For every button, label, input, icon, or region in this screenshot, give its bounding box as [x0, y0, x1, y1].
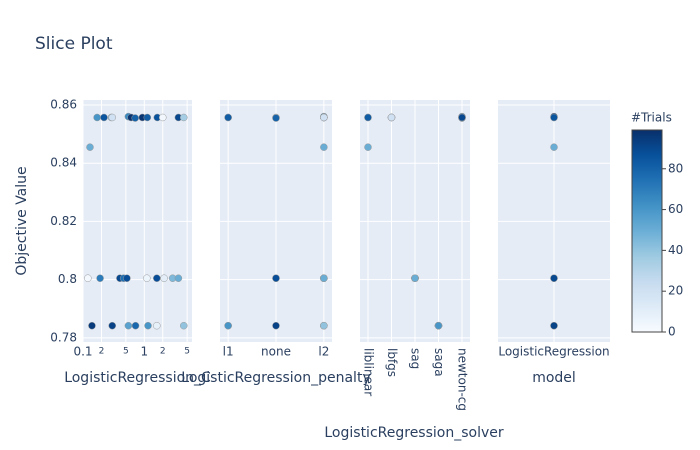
point — [272, 321, 280, 330]
point — [153, 274, 161, 282]
point — [96, 274, 104, 282]
x-tick-label: liblinear — [361, 348, 375, 396]
x-axis-title: LogisticRegression_solver — [324, 425, 503, 441]
colorbar-title: #Trials — [631, 111, 672, 125]
point — [124, 321, 133, 330]
point — [434, 321, 443, 330]
point — [320, 274, 328, 282]
point — [179, 321, 188, 330]
x-tick-label: 2 — [99, 347, 105, 357]
point — [550, 113, 558, 122]
point — [174, 274, 183, 282]
y-tick-label: 0.82 — [50, 214, 77, 228]
x-tick-label: LogisticRegression — [498, 345, 609, 359]
point — [88, 321, 96, 330]
point — [458, 113, 466, 122]
y-tick-label: 0.8 — [58, 272, 77, 286]
y-tick-label: 0.84 — [50, 156, 77, 170]
point — [160, 274, 168, 282]
x-tick-label: lbfgs — [385, 348, 399, 377]
point — [320, 143, 328, 151]
point — [550, 274, 558, 282]
point — [224, 113, 232, 122]
point — [100, 113, 108, 122]
x-tick-label: l2 — [318, 345, 329, 359]
point — [550, 321, 558, 330]
x-tick-label: 2 — [160, 347, 166, 357]
point — [387, 113, 396, 122]
colorbar-tick-label: 80 — [668, 161, 683, 175]
point — [364, 143, 372, 151]
chart-title: Slice Plot — [35, 34, 113, 54]
point — [108, 321, 116, 330]
point — [123, 274, 131, 282]
point — [320, 113, 328, 122]
point — [84, 274, 92, 282]
y-tick-label: 0.78 — [50, 330, 77, 344]
colorbar-tick-label: 0 — [668, 325, 676, 339]
x-tick-label: 0.1 — [73, 345, 92, 359]
point — [159, 113, 167, 122]
x-tick-label: sag — [409, 348, 423, 369]
point — [144, 321, 152, 330]
point — [93, 113, 101, 122]
x-axis-title: model — [532, 370, 576, 386]
x-tick-label: newton-cg — [456, 348, 470, 411]
x-tick-label: l1 — [223, 345, 234, 359]
point — [131, 114, 139, 122]
point — [179, 113, 188, 122]
x-tick-label: 5 — [123, 347, 129, 357]
point — [143, 113, 152, 122]
colorbar — [631, 129, 663, 333]
y-axis-title: Objective Value — [14, 166, 30, 275]
x-tick-label: none — [261, 345, 291, 359]
point — [131, 321, 140, 330]
point — [143, 274, 151, 282]
point — [108, 113, 116, 122]
point — [272, 274, 280, 282]
colorbar-tick-label: 20 — [668, 284, 683, 298]
y-tick-label: 0.86 — [50, 97, 77, 111]
x-tick-label: saga — [432, 348, 446, 377]
colorbar-tick-label: 40 — [668, 243, 683, 257]
point — [320, 321, 328, 330]
x-axis-title: LogisticRegression_penalty — [181, 370, 370, 386]
x-tick-label: 1 — [140, 345, 148, 359]
point — [411, 274, 419, 282]
point — [86, 143, 94, 151]
x-axis-title: LogisticRegression_C — [64, 370, 211, 386]
point — [550, 143, 558, 151]
point — [272, 114, 280, 122]
point — [224, 321, 232, 330]
x-tick-label: 5 — [184, 347, 190, 357]
point — [364, 113, 372, 122]
point — [153, 321, 161, 330]
colorbar-tick-label: 60 — [668, 202, 683, 216]
